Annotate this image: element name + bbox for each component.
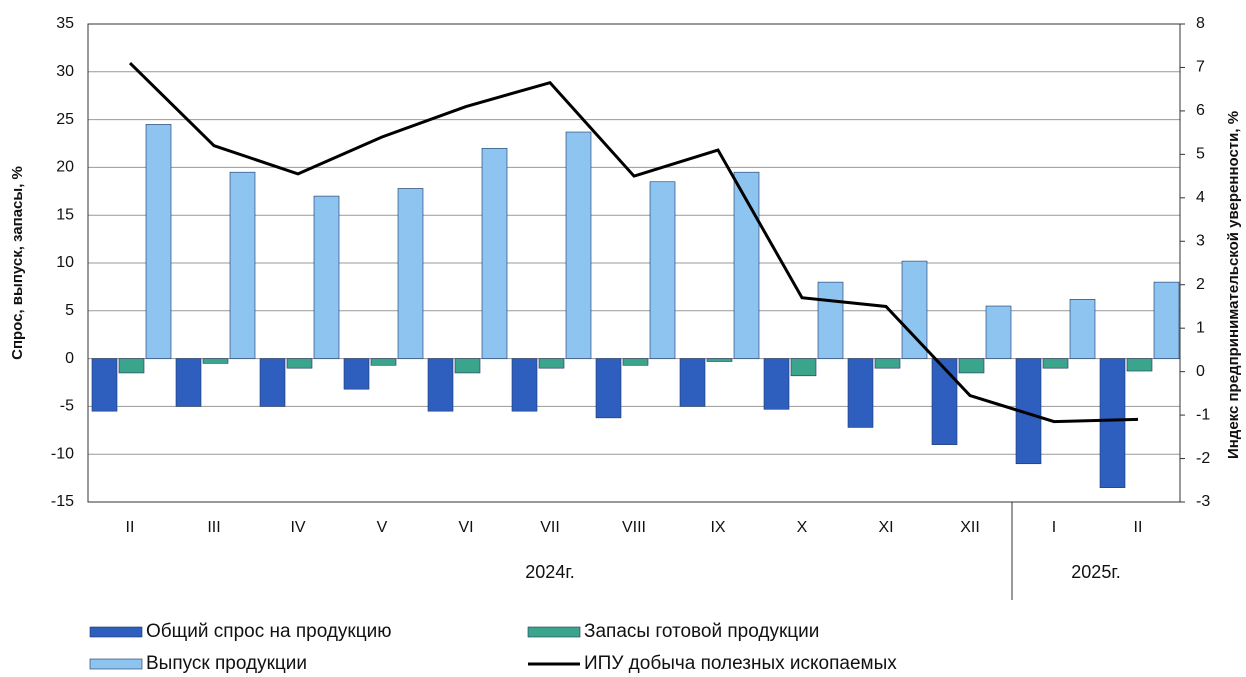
plot-border bbox=[87, 23, 1181, 503]
bar bbox=[118, 358, 145, 374]
line bbox=[128, 62, 1139, 424]
bar bbox=[538, 358, 565, 369]
y-tick-label: 25 bbox=[56, 111, 74, 128]
legend-label: Общий спрос на продукцию bbox=[146, 621, 392, 642]
bar bbox=[958, 358, 985, 374]
y2-tick-label: -1 bbox=[1196, 406, 1210, 423]
bar bbox=[595, 358, 622, 419]
x-tick-label: XII bbox=[960, 519, 980, 536]
bar bbox=[1042, 358, 1069, 369]
x-tick-label: II bbox=[1134, 519, 1143, 536]
bar bbox=[679, 358, 706, 407]
bar bbox=[817, 281, 844, 359]
legend-swatch bbox=[527, 626, 581, 638]
group-label: 2025г. bbox=[1071, 562, 1120, 582]
y2-tick-label: 4 bbox=[1196, 189, 1205, 206]
y2-tick-label: 7 bbox=[1196, 59, 1205, 76]
bar bbox=[370, 358, 397, 366]
x-tick-label: IV bbox=[290, 519, 305, 536]
bar bbox=[763, 358, 790, 410]
x-tick-label: VI bbox=[458, 519, 473, 536]
y-tick-label: 30 bbox=[56, 63, 74, 80]
bar bbox=[286, 358, 313, 369]
x-tick-label: V bbox=[377, 519, 388, 536]
bar bbox=[985, 305, 1012, 359]
bar bbox=[790, 358, 817, 377]
y-tick-label: 10 bbox=[56, 254, 74, 271]
y-tick-label: -5 bbox=[60, 398, 74, 415]
legend-swatch bbox=[89, 658, 143, 670]
x-tick-label: VII bbox=[540, 519, 560, 536]
bar bbox=[202, 358, 229, 364]
y-tick-label: 5 bbox=[65, 302, 74, 319]
legend-label: Выпуск продукции bbox=[146, 653, 307, 674]
bar bbox=[901, 260, 928, 359]
y2-tick-label: 0 bbox=[1196, 363, 1205, 380]
bar bbox=[622, 358, 649, 366]
bar bbox=[229, 171, 256, 359]
bar bbox=[427, 358, 454, 412]
y-tick-label: -10 bbox=[51, 445, 74, 462]
bar bbox=[145, 124, 172, 359]
y-tick-label: 15 bbox=[56, 206, 74, 223]
y-axis-label: Спрос, выпуск, запасы, % bbox=[9, 166, 26, 360]
bar bbox=[481, 147, 508, 359]
bar bbox=[175, 358, 202, 407]
y2-tick-label: 5 bbox=[1196, 146, 1205, 163]
bar bbox=[874, 358, 901, 369]
y2-tick-label: 1 bbox=[1196, 319, 1205, 336]
x-tick-label: I bbox=[1052, 519, 1056, 536]
x-tick-label: XI bbox=[878, 519, 893, 536]
bar bbox=[1126, 358, 1153, 372]
bar bbox=[397, 188, 424, 359]
y2-tick-label: -2 bbox=[1196, 450, 1210, 467]
x-tick-label: IX bbox=[710, 519, 725, 536]
bar bbox=[343, 358, 370, 390]
bar bbox=[259, 358, 286, 407]
y2-tick-label: 2 bbox=[1196, 276, 1205, 293]
bar bbox=[565, 131, 592, 359]
bar bbox=[313, 195, 340, 359]
y2-tick-label: 3 bbox=[1196, 232, 1205, 249]
y-tick-label: 20 bbox=[56, 159, 74, 176]
y2-tick-label: 6 bbox=[1196, 102, 1205, 119]
x-tick-label: X bbox=[797, 519, 808, 536]
bar bbox=[847, 358, 874, 428]
x-tick-label: VIII bbox=[622, 519, 646, 536]
y2-tick-label: -3 bbox=[1196, 493, 1210, 510]
bar bbox=[931, 358, 958, 445]
y2-tick-label: 8 bbox=[1196, 15, 1205, 32]
bar bbox=[511, 358, 538, 412]
bar bbox=[1069, 299, 1096, 359]
bar bbox=[706, 358, 733, 362]
bar bbox=[1099, 358, 1126, 488]
y-tick-label: -15 bbox=[51, 493, 74, 510]
x-tick-label: III bbox=[207, 519, 220, 536]
y-tick-label: 35 bbox=[56, 15, 74, 32]
bar bbox=[454, 358, 481, 374]
legend-swatch bbox=[89, 626, 143, 638]
bar bbox=[649, 181, 676, 359]
y2-axis-label: Индекс предпринимательской уверенности, … bbox=[1225, 111, 1242, 459]
x-tick-label: II bbox=[126, 519, 135, 536]
y-tick-label: 0 bbox=[65, 350, 74, 367]
bar bbox=[1153, 281, 1180, 359]
bar bbox=[733, 171, 760, 359]
legend-label: Запасы готовой продукции bbox=[584, 621, 819, 642]
group-label: 2024г. bbox=[525, 562, 574, 582]
bar bbox=[91, 358, 118, 412]
legend-label: ИПУ добыча полезных ископаемых bbox=[584, 653, 897, 674]
